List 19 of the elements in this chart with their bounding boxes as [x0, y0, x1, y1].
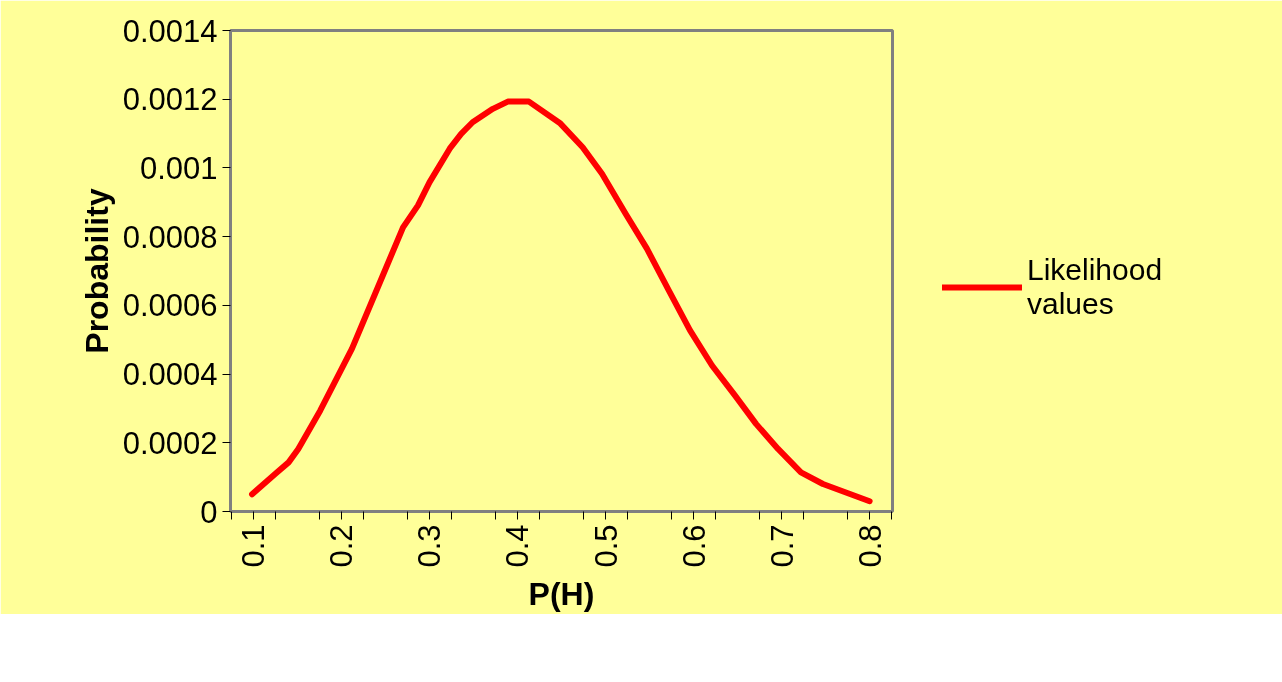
x-tick-label: 0.5: [588, 524, 624, 568]
x-tick-label: 0.4: [500, 524, 536, 568]
y-axis-title: Probability: [78, 188, 115, 354]
y-tick-label: 0.0002: [122, 425, 218, 461]
y-tick-label: 0: [200, 494, 218, 530]
x-tick-label: 0.6: [676, 524, 712, 568]
y-tick-label: 0.0014: [122, 13, 218, 49]
x-tick-label: 0.3: [412, 524, 448, 568]
x-axis-title: P(H): [528, 575, 595, 612]
y-tick-label: 0.0012: [122, 82, 218, 118]
y-tick-label: 0.0008: [122, 219, 218, 255]
x-tick-label: 0.8: [852, 524, 888, 568]
y-tick-label: 0.0006: [122, 288, 218, 324]
x-tick-label: 0.1: [236, 524, 272, 568]
y-tick-label: 0.001: [139, 150, 218, 186]
y-tick-label: 0.0004: [122, 357, 218, 393]
x-tick-label: 0.2: [324, 524, 360, 568]
legend-label: Likelihood values: [1027, 253, 1163, 321]
x-tick-label: 0.7: [764, 524, 800, 568]
